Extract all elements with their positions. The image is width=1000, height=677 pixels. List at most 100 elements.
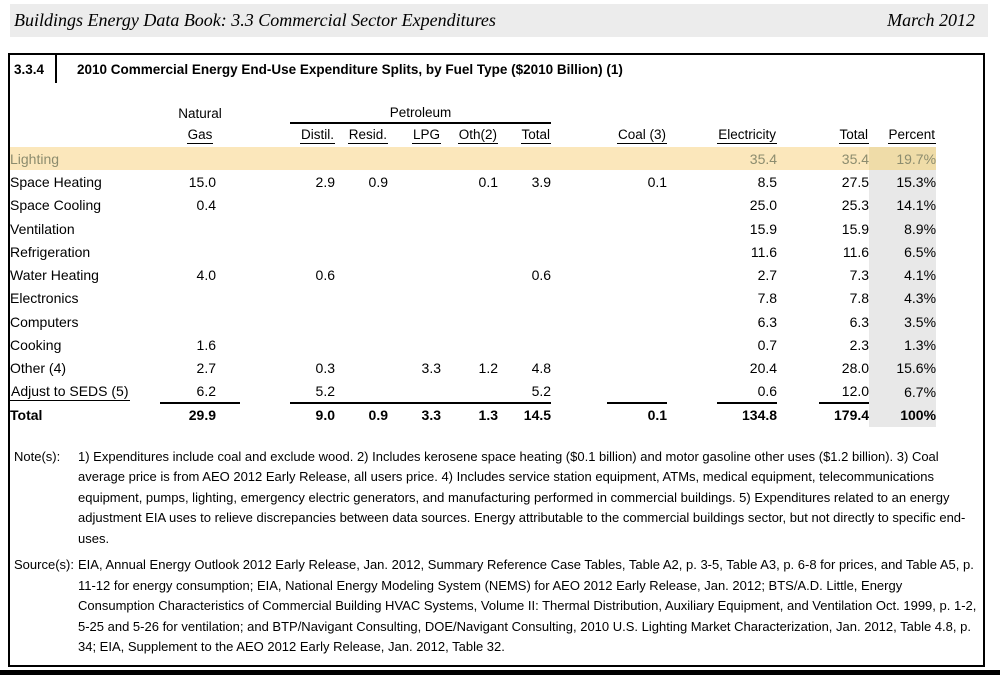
cell-petroleum-other [441,240,498,263]
header-natural-gas-line2: Gas [186,127,214,144]
cell-coal: 0.1 [607,402,668,427]
cell-petroleum-distillate [290,240,335,263]
cell-total: 27.5 [841,173,870,190]
cell-petroleum-total [498,217,551,240]
cell-petroleum-total: 4.8 [531,360,552,377]
row-water-heating: Water Heating 4.0 0.6 0.6 2.7 7.3 4.1% [10,263,983,287]
row-refrigeration: Refrigeration 11.6 11.6 6.5% [10,240,983,264]
cell-percent: 6.7% [869,379,937,404]
cell-petroleum-other: 1.2 [478,360,498,377]
cell-petroleum-lpg: 3.3 [421,360,441,377]
page-bottom-rule [0,670,1000,675]
notes-text: 1) Expenditures include coal and exclude… [78,448,966,546]
header-distillate: Distil. [300,127,335,144]
cell-total: 179.4 [819,402,870,427]
cell-natural-gas [160,240,240,263]
cell-coal [607,263,667,286]
cell-petroleum-lpg [388,380,441,403]
cell-petroleum-lpg [388,333,441,356]
cell-natural-gas: 4.0 [196,267,216,284]
cell-petroleum-residual [335,147,388,171]
cell-electricity: 7.8 [757,290,778,307]
row-label: Space Heating [10,173,102,190]
cell-petroleum-lpg [388,287,441,310]
cell-coal [607,147,668,171]
cell-percent: 100% [869,403,937,427]
row-other-4: Other (4) 2.7 0.3 3.3 1.2 4.8 20.4 28.0 15.6% [10,356,983,380]
cell-petroleum-residual [335,287,388,310]
cell-coal [607,287,667,310]
cell-total: 25.3 [841,197,870,214]
title-divider [55,55,57,83]
header-residual: Resid. [347,127,388,144]
cell-petroleum-total [498,240,551,263]
row-label: Refrigeration [10,243,91,260]
cell-petroleum-distillate: 9.0 [290,402,335,427]
cell-petroleum-residual [335,333,388,356]
cell-petroleum-distillate [290,194,335,217]
cell-petroleum-other [441,380,498,403]
sources-text: EIA, Annual Energy Outlook 2012 Early Re… [78,557,977,655]
row-adjust-to-seds-5: Adjust to SEDS (5) 6.2 5.2 5.2 0.6 12.0 6.7% [10,379,983,404]
notes-label: Note(s): [14,448,61,464]
cell-petroleum-other [441,217,498,240]
cell-petroleum-residual: 0.9 [368,173,388,190]
cell-petroleum-residual [335,380,388,403]
cell-coal [607,240,667,263]
cell-percent: 1.3% [869,333,937,357]
table-header-row: Gas Distil. Resid. LPG Oth(2) Total Coal… [10,123,983,147]
cell-petroleum-other [441,194,498,217]
cell-petroleum-distillate [290,147,335,171]
cell-petroleum-total [498,333,551,356]
cell-electricity: 6.3 [757,313,778,330]
cell-petroleum-residual [335,240,388,263]
row-computers: Computers 6.3 6.3 3.5% [10,310,983,334]
cell-electricity: 20.4 [749,360,778,377]
cell-total: 2.3 [849,337,870,354]
cell-petroleum-other: 1.3 [441,402,498,427]
cell-electricity: 0.7 [757,337,778,354]
table-body: Lighting 35.4 35.4 19.7% Space Heating 15.0 2.… [10,147,984,427]
cell-petroleum-lpg [388,170,441,193]
cell-petroleum-residual [335,217,388,240]
cell-electricity: 2.7 [757,267,778,284]
table-header-group-row: Natural Petroleum [10,103,983,124]
cell-petroleum-residual [335,310,388,333]
cell-petroleum-distillate: 0.3 [315,360,335,377]
cell-petroleum-lpg: 3.3 [388,402,441,427]
header-percent: Percent [887,127,937,144]
cell-total: 6.3 [849,313,870,330]
cell-coal [607,333,667,356]
document-date: March 2012 [887,10,975,30]
header-total: Total [838,127,870,144]
cell-electricity: 0.6 [757,383,778,400]
cell-petroleum-other [441,333,498,356]
cell-total: 28.0 [841,360,870,377]
cell-petroleum-residual [335,263,388,286]
header-electricity: Electricity [717,127,778,144]
cell-petroleum-residual [335,194,388,217]
cell-coal: 0.1 [647,173,668,190]
cell-coal [607,194,667,217]
header-lpg: LPG [411,127,441,144]
cell-petroleum-residual: 0.9 [335,402,388,427]
row-label: Space Cooling [10,197,102,214]
cell-percent: 15.3% [869,170,937,194]
cell-petroleum-distillate [290,217,335,240]
cell-petroleum-total [498,287,551,310]
cell-electricity: 11.6 [750,243,778,260]
cell-petroleum-total: 14.5 [498,402,552,427]
table-number: 3.3.4 [14,61,45,77]
cell-petroleum-lpg [388,194,441,217]
document-header: Buildings Energy Data Book: 3.3 Commerci… [10,4,988,37]
cell-total: 12.0 [841,383,870,400]
row-electronics: Electronics 7.8 7.8 4.3% [10,286,983,311]
sources-label: Source(s): [14,557,74,573]
cell-natural-gas: 2.7 [196,360,216,377]
cell-percent: 4.3% [869,286,937,311]
cell-petroleum-lpg [388,310,441,333]
cell-petroleum-lpg [388,217,441,240]
header-natural-gas-line1: Natural [178,106,222,121]
cell-petroleum-residual [335,357,388,380]
cell-petroleum-lpg [388,263,441,286]
